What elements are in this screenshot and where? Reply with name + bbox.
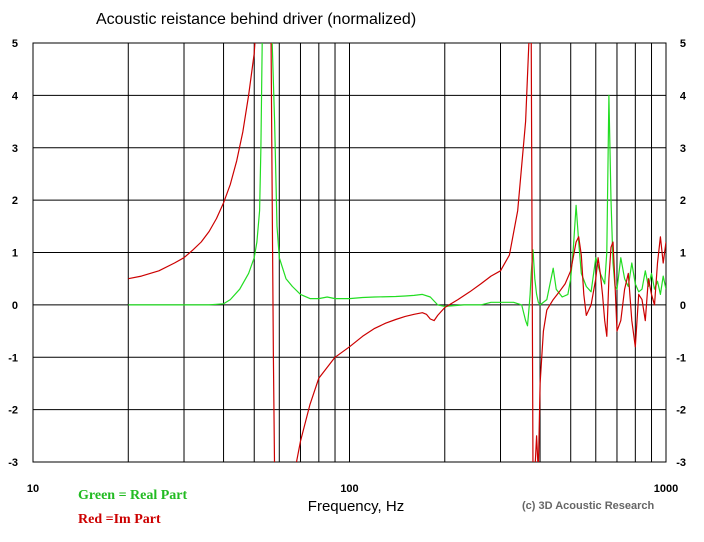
- y-tick-label-right: 3: [680, 143, 686, 155]
- x-tick-label: 1000: [654, 483, 678, 495]
- y-tick-label-left: 5: [12, 38, 18, 50]
- x-axis-label: Frequency, Hz: [308, 498, 404, 515]
- grid-lines: [32, 42, 667, 463]
- y-tick-label-right: 0: [680, 300, 686, 312]
- y-tick-label-right: -1: [676, 352, 686, 364]
- y-tick-label-left: 1: [12, 248, 18, 260]
- y-tick-label-left: 3: [12, 143, 18, 155]
- y-tick-label-right: -3: [676, 457, 686, 469]
- x-tick-label: 10: [27, 483, 39, 495]
- x-axis-labels: 10 100 1000: [27, 483, 678, 495]
- y-tick-label-left: -2: [8, 405, 18, 417]
- y-tick-label-right: -2: [676, 405, 686, 417]
- y-axis-left-labels: -3 -2 -1 0 1 2 3 4 5: [8, 38, 19, 469]
- plot-frame: [32, 42, 667, 463]
- series-line-im-part: [128, 43, 666, 462]
- chart-title: Acoustic reistance behind driver (normal…: [96, 11, 416, 28]
- y-tick-label-left: -3: [8, 457, 18, 469]
- credit-text: (c) 3D Acoustic Research: [522, 500, 655, 512]
- y-tick-label-right: 2: [680, 195, 686, 207]
- y-tick-label-left: -1: [8, 352, 18, 364]
- series-layer: [128, 43, 666, 462]
- y-tick-label-left: 4: [12, 90, 19, 102]
- x-tick-label: 100: [340, 483, 358, 495]
- legend-im-part: Red =Im Part: [78, 512, 161, 527]
- y-tick-label-right: 5: [680, 38, 686, 50]
- y-tick-label-left: 2: [12, 195, 18, 207]
- legend-real-part: Green = Real Part: [78, 488, 188, 503]
- y-tick-label-right: 1: [680, 248, 686, 260]
- y-tick-label-right: 4: [680, 90, 687, 102]
- y-axis-right-labels: -3 -2 -1 0 1 2 3 4 5: [676, 38, 687, 469]
- y-tick-label-left: 0: [12, 300, 18, 312]
- series-line-real-part: [128, 43, 666, 327]
